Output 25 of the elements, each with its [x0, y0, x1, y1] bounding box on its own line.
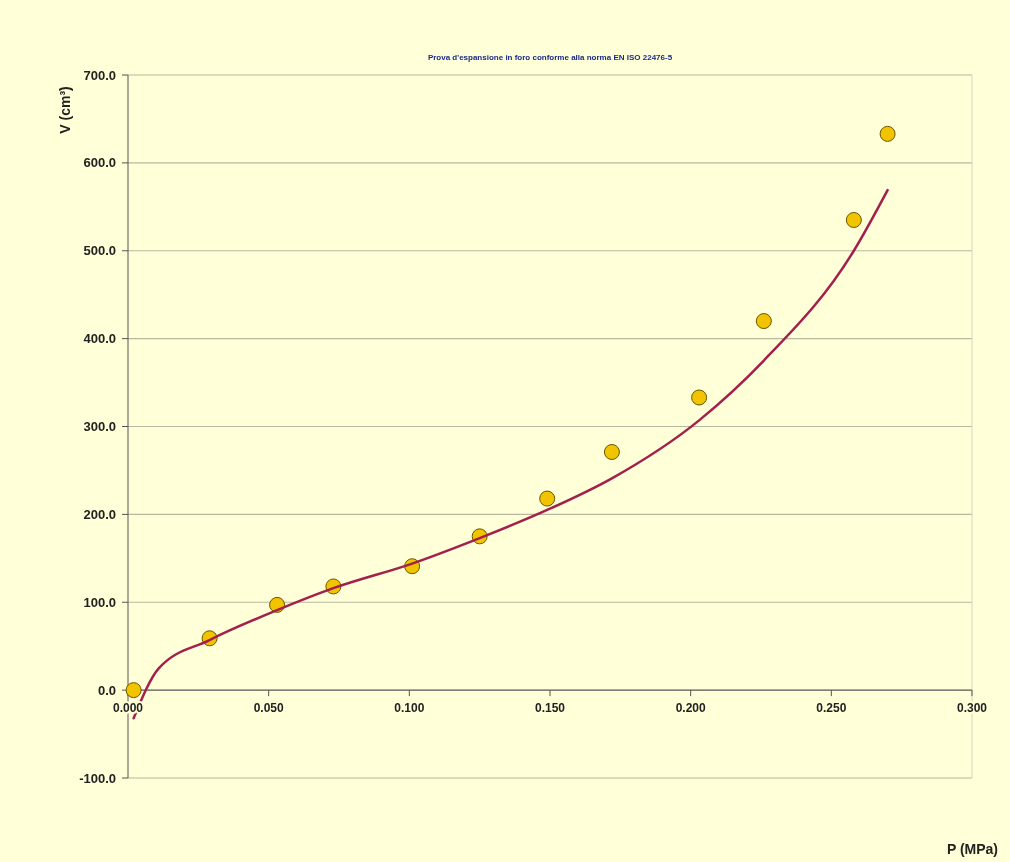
- x-tick-label: 0.150: [534, 701, 566, 716]
- y-tick-label: 400.0: [83, 331, 116, 347]
- y-tick-label: 200.0: [83, 506, 116, 522]
- point: [879, 125, 896, 142]
- x-tick-label: 0.050: [253, 701, 285, 716]
- y-tick-label: 600.0: [83, 155, 116, 171]
- point: [755, 313, 772, 330]
- y-axis-title: V (cm³): [57, 86, 73, 134]
- y-tick-label: 500.0: [83, 243, 116, 259]
- x-tick-label: 0.250: [816, 701, 847, 716]
- y-tick-label: 700.0: [83, 67, 116, 83]
- x-tick-label: 0.300: [956, 701, 988, 716]
- point: [691, 389, 708, 406]
- point: [845, 211, 862, 228]
- point: [539, 490, 556, 507]
- y-tick-label: -100.0: [79, 770, 116, 786]
- y-tick-label: 0.0: [97, 682, 116, 698]
- x-axis-title: P (MPa): [946, 841, 998, 857]
- point: [125, 682, 142, 699]
- x-tick-label: 0.100: [394, 701, 425, 716]
- point: [603, 443, 620, 460]
- chart-title: Prova d'espansione in foro conforme alla norma EN ISO 22476-5: [427, 53, 673, 62]
- x-tick-label: 0.200: [675, 701, 707, 716]
- y-tick-label: 300.0: [83, 419, 116, 435]
- y-tick-label: 100.0: [83, 594, 116, 610]
